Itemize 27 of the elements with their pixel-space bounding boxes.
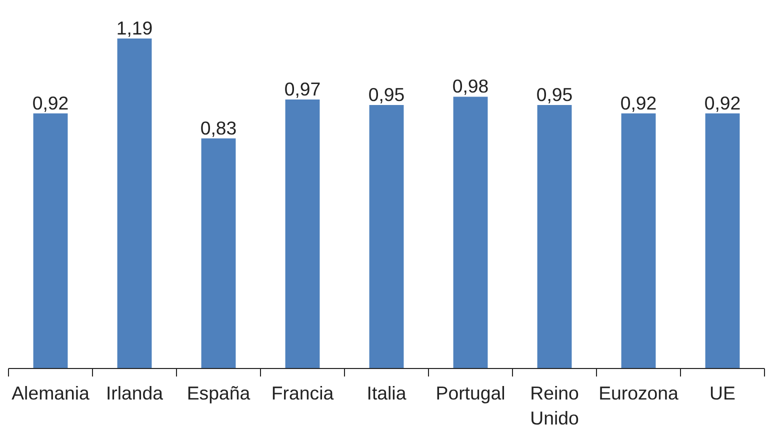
x-tick-label: Irlanda <box>106 382 164 404</box>
x-tick-label: Portugal <box>436 382 506 404</box>
bar <box>285 100 320 368</box>
data-label: 1,19 <box>116 18 153 38</box>
data-label: 0,92 <box>620 92 657 114</box>
x-tick-label: Francia <box>271 382 334 404</box>
x-tick-label: Alemania <box>12 382 90 404</box>
data-label: 0,98 <box>452 76 489 97</box>
bar <box>117 38 152 368</box>
data-label: 0,95 <box>368 84 405 106</box>
data-label: 0,95 <box>536 84 573 106</box>
bar <box>537 105 572 368</box>
x-tick-label: Eurozona <box>598 382 680 404</box>
x-tick-label: Reino Unido <box>530 382 579 429</box>
bar <box>705 113 740 368</box>
bar <box>369 105 404 368</box>
bar <box>33 113 68 368</box>
bar <box>201 138 236 368</box>
x-tick-label: Italia <box>366 382 407 404</box>
data-label: 0,92 <box>32 92 69 114</box>
x-tick-label: UE <box>710 382 736 404</box>
data-label: 0,97 <box>284 78 321 100</box>
data-label: 0,92 <box>704 92 741 114</box>
data-label: 0,83 <box>200 117 237 138</box>
x-tick-label: España <box>186 382 251 404</box>
bar <box>621 113 656 368</box>
bar <box>453 96 488 368</box>
